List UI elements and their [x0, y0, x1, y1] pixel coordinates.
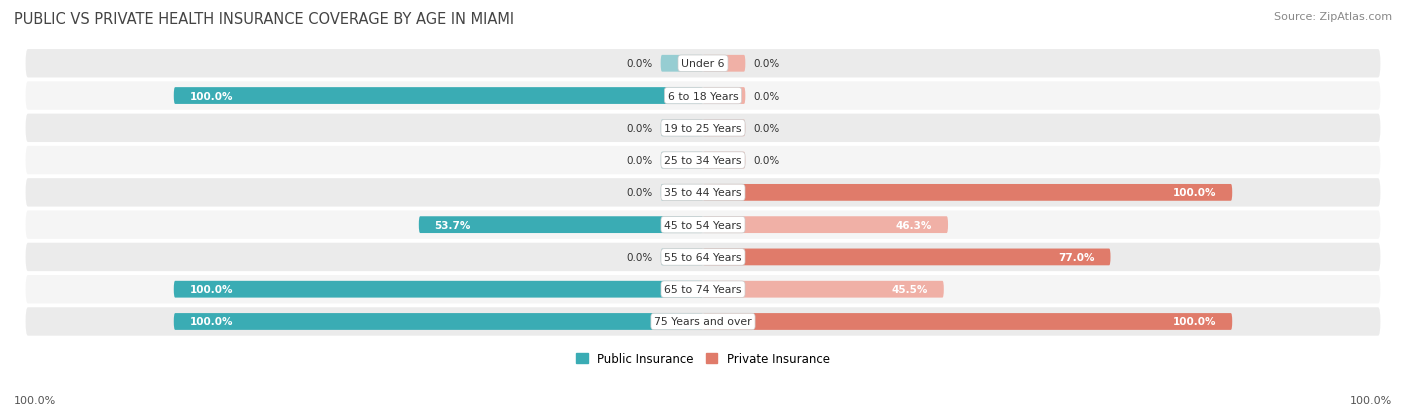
- Text: 45.5%: 45.5%: [891, 285, 928, 294]
- FancyBboxPatch shape: [703, 217, 948, 233]
- Text: 65 to 74 Years: 65 to 74 Years: [664, 285, 742, 294]
- Text: 35 to 44 Years: 35 to 44 Years: [664, 188, 742, 198]
- Text: 55 to 64 Years: 55 to 64 Years: [664, 252, 742, 262]
- Legend: Public Insurance, Private Insurance: Public Insurance, Private Insurance: [571, 347, 835, 370]
- FancyBboxPatch shape: [703, 88, 745, 104]
- Text: 46.3%: 46.3%: [896, 220, 932, 230]
- FancyBboxPatch shape: [703, 120, 745, 137]
- Text: 0.0%: 0.0%: [754, 156, 779, 166]
- Text: 0.0%: 0.0%: [627, 252, 652, 262]
- FancyBboxPatch shape: [25, 275, 1381, 304]
- Text: 45 to 54 Years: 45 to 54 Years: [664, 220, 742, 230]
- FancyBboxPatch shape: [174, 281, 703, 298]
- Text: Under 6: Under 6: [682, 59, 724, 69]
- FancyBboxPatch shape: [25, 82, 1381, 110]
- FancyBboxPatch shape: [25, 243, 1381, 271]
- FancyBboxPatch shape: [25, 308, 1381, 336]
- Text: 100.0%: 100.0%: [190, 285, 233, 294]
- Text: 6 to 18 Years: 6 to 18 Years: [668, 91, 738, 101]
- Text: 100.0%: 100.0%: [1173, 188, 1216, 198]
- FancyBboxPatch shape: [25, 179, 1381, 207]
- FancyBboxPatch shape: [661, 185, 703, 201]
- FancyBboxPatch shape: [661, 120, 703, 137]
- Text: 0.0%: 0.0%: [627, 59, 652, 69]
- FancyBboxPatch shape: [703, 152, 745, 169]
- FancyBboxPatch shape: [661, 56, 703, 72]
- Text: 19 to 25 Years: 19 to 25 Years: [664, 123, 742, 133]
- FancyBboxPatch shape: [703, 249, 1111, 266]
- Text: Source: ZipAtlas.com: Source: ZipAtlas.com: [1274, 12, 1392, 22]
- FancyBboxPatch shape: [703, 313, 1232, 330]
- FancyBboxPatch shape: [25, 147, 1381, 175]
- Text: 53.7%: 53.7%: [434, 220, 471, 230]
- FancyBboxPatch shape: [25, 211, 1381, 239]
- FancyBboxPatch shape: [703, 185, 1232, 201]
- Text: 0.0%: 0.0%: [754, 91, 779, 101]
- Text: PUBLIC VS PRIVATE HEALTH INSURANCE COVERAGE BY AGE IN MIAMI: PUBLIC VS PRIVATE HEALTH INSURANCE COVER…: [14, 12, 515, 27]
- Text: 77.0%: 77.0%: [1059, 252, 1095, 262]
- Text: 100.0%: 100.0%: [1350, 395, 1392, 405]
- FancyBboxPatch shape: [25, 114, 1381, 142]
- Text: 25 to 34 Years: 25 to 34 Years: [664, 156, 742, 166]
- Text: 0.0%: 0.0%: [627, 123, 652, 133]
- FancyBboxPatch shape: [174, 88, 703, 104]
- FancyBboxPatch shape: [25, 50, 1381, 78]
- Text: 100.0%: 100.0%: [1173, 317, 1216, 327]
- Text: 0.0%: 0.0%: [754, 123, 779, 133]
- FancyBboxPatch shape: [174, 313, 703, 330]
- Text: 0.0%: 0.0%: [754, 59, 779, 69]
- Text: 0.0%: 0.0%: [627, 188, 652, 198]
- Text: 100.0%: 100.0%: [14, 395, 56, 405]
- FancyBboxPatch shape: [419, 217, 703, 233]
- Text: 100.0%: 100.0%: [190, 91, 233, 101]
- Text: 100.0%: 100.0%: [190, 317, 233, 327]
- Text: 0.0%: 0.0%: [627, 156, 652, 166]
- FancyBboxPatch shape: [703, 56, 745, 72]
- Text: 75 Years and over: 75 Years and over: [654, 317, 752, 327]
- FancyBboxPatch shape: [661, 152, 703, 169]
- FancyBboxPatch shape: [661, 249, 703, 266]
- FancyBboxPatch shape: [703, 281, 943, 298]
